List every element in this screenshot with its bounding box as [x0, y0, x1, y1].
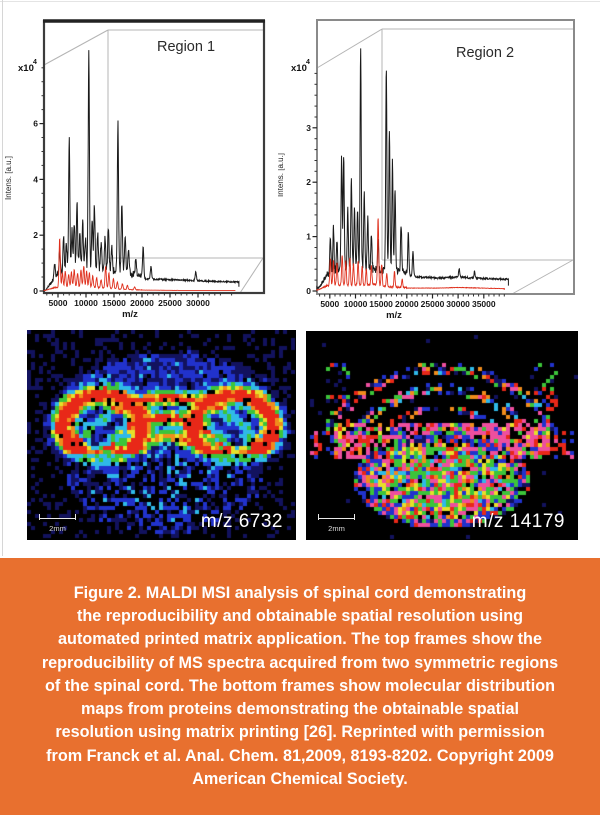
- mz-value-label: m/z 6732: [200, 511, 283, 532]
- perspective-line: [239, 257, 264, 294]
- y-axis-scale-label: x10: [18, 63, 34, 74]
- x-axis-tick-label: 5000: [320, 299, 339, 309]
- spectrum-trace-black-trace: [43, 50, 240, 291]
- y-axis-tick-label: 4: [33, 174, 38, 184]
- x-axis-tick-label: 15000: [102, 298, 126, 308]
- x-axis-tick-label: 20000: [130, 298, 154, 308]
- caption-line: Figure 2. MALDI MSI analysis of spinal c…: [73, 583, 527, 602]
- y-axis-tick-label: 0: [33, 286, 38, 296]
- msi-heatmap-canvas-2: [306, 331, 578, 540]
- y-axis-tick-label: 1: [306, 232, 311, 242]
- spectrum-trace-red-trace: [43, 238, 236, 291]
- scale-bar-label: 2mm: [328, 524, 345, 533]
- caption-line: maps from proteins demonstrating the obt…: [80, 700, 520, 719]
- y-axis-label: Intens. [a.u.]: [4, 156, 13, 200]
- y-axis-tick-label: 2: [33, 230, 38, 240]
- chart-title: Region 2: [456, 45, 514, 61]
- spectrum-trace-red-trace: [316, 218, 505, 291]
- x-axis-tick-label: 10000: [74, 298, 98, 308]
- x-axis-tick-label: 25000: [158, 298, 182, 308]
- x-axis-tick-label: 10000: [344, 299, 368, 309]
- mz-value-label: m/z 14179: [471, 511, 565, 532]
- perspective-line: [511, 259, 574, 295]
- msi-image-mz-6732: 2mm m/z 6732: [27, 330, 296, 540]
- spectrum-plot: 5000 10000 15000 20000 25000 30000 35000 0 1 2 3 Re…: [278, 19, 575, 321]
- plot-frame: [316, 19, 575, 295]
- caption-line: of the spinal cord. The bottom frames sh…: [45, 676, 555, 695]
- x-axis-tick-label: 15000: [369, 299, 393, 309]
- y-axis-scale-exponent: 4: [33, 59, 37, 66]
- y-axis-tick-label: 3: [306, 123, 311, 133]
- x-axis-tick-label: 20000: [395, 299, 419, 309]
- msi-heatmap-canvas-1: [27, 330, 296, 540]
- caption-line: from Franck et al. Anal. Chem. 81,2009, …: [46, 746, 554, 765]
- caption-line: American Chemical Society.: [192, 770, 408, 789]
- chart-title: Region 1: [157, 39, 215, 55]
- y-axis-tick-label: 6: [33, 119, 38, 129]
- region-1-spectrum-panel: 5000 10000 15000 20000 25000 30000 0 2 4 6 Region …: [0, 0, 300, 322]
- scale-bar: [318, 513, 355, 520]
- y-axis-tick-label: 0: [306, 286, 311, 296]
- y-axis-tick-label: 2: [306, 177, 311, 187]
- caption-line: automated printed matrix application. Th…: [58, 630, 542, 649]
- perspective-line: [43, 29, 109, 66]
- x-axis-tick-label: 30000: [186, 298, 210, 308]
- page-edge-line-top: [0, 1, 600, 2]
- x-axis-label: m/z: [386, 310, 402, 321]
- plot-frame: [42, 19, 266, 295]
- perspective-line: [316, 28, 383, 69]
- y-axis-scale-label: x10: [291, 63, 307, 74]
- x-axis-tick-label: 25000: [421, 299, 445, 309]
- spectrum-plot: 5000 10000 15000 20000 25000 30000 0 2 4 6 Region …: [4, 19, 266, 320]
- x-axis-tick-label: 5000: [49, 298, 68, 308]
- region-2-spectrum-panel: 5000 10000 15000 20000 25000 30000 35000 0 1 2 3 Re…: [278, 0, 600, 322]
- scale-bar: [39, 513, 76, 520]
- spectrum-trace-black-trace: [316, 48, 509, 291]
- msi-image-mz-14179: 2mm m/z 14179: [306, 331, 578, 540]
- y-axis-label: Intens. [a.u.]: [278, 153, 285, 197]
- figure-caption: Figure 2. MALDI MSI analysis of spinal c…: [0, 558, 600, 815]
- x-axis-tick-label: 30000: [446, 299, 470, 309]
- x-axis-tick-label: 35000: [472, 299, 496, 309]
- caption-line: reproducibility of MS spectra acquired f…: [41, 653, 559, 672]
- caption-line: the reproducibility and obtainable spati…: [76, 606, 524, 625]
- x-axis-label: m/z: [122, 309, 138, 320]
- y-axis-scale-exponent: 4: [306, 59, 310, 66]
- page-edge-line-left: [2, 0, 3, 556]
- caption-line: resolution using matrix printing [26]. R…: [55, 723, 545, 742]
- scale-bar-label: 2mm: [49, 524, 66, 533]
